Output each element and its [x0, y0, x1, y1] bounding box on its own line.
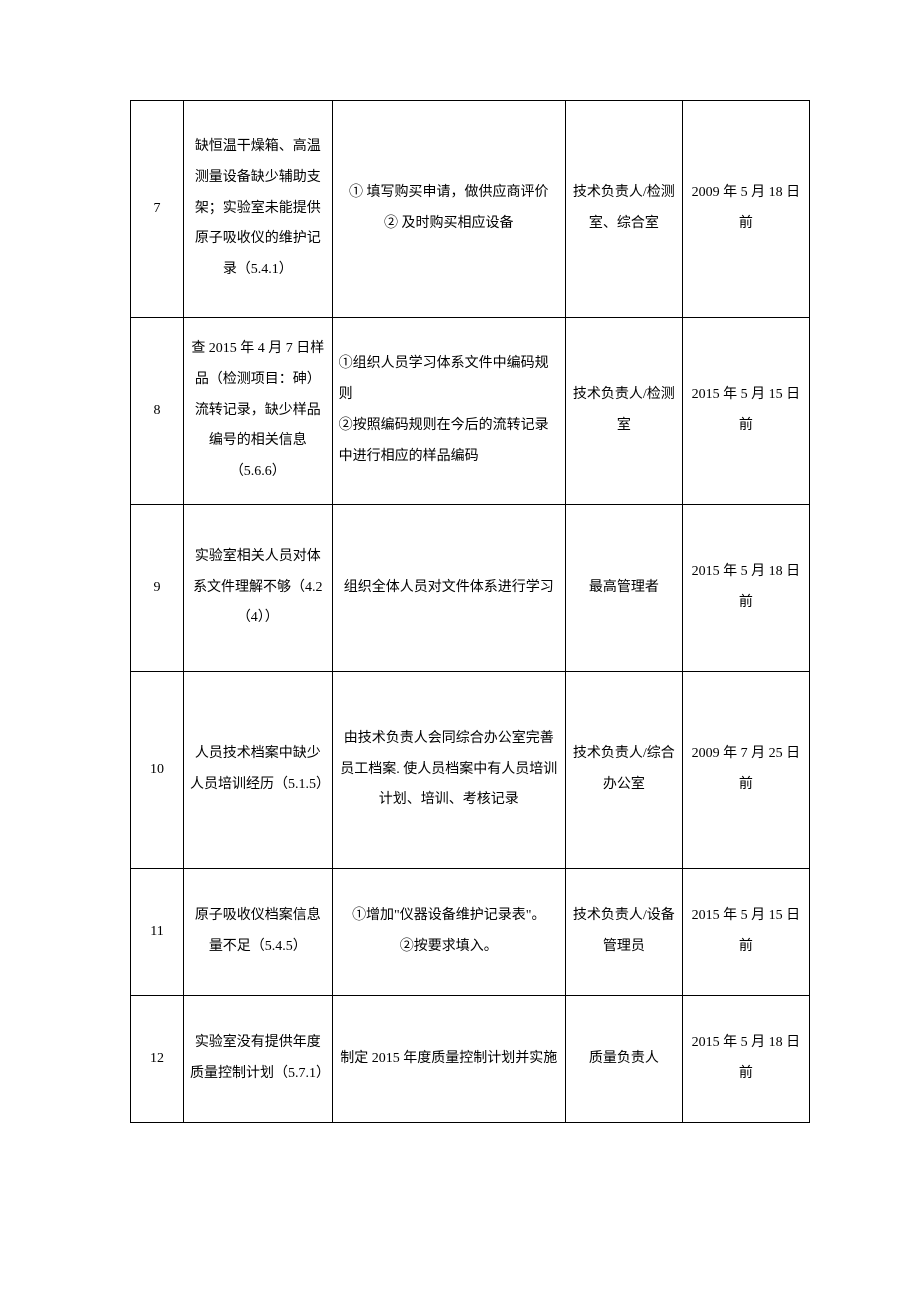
table-row: 11 原子吸收仪档案信息量不足（5.4.5） ①增加"仪器设备维护记录表"。②按… — [131, 869, 810, 996]
document-page: 7 缺恒温干燥箱、高温测量设备缺少辅助支架；实验室未能提供原子吸收仪的维护记录（… — [0, 0, 920, 1302]
cell-date: 2015 年 5 月 15 日前 — [682, 869, 809, 996]
cell-owner: 最高管理者 — [565, 505, 682, 672]
cell-owner: 技术负责人/设备管理员 — [565, 869, 682, 996]
cell-owner: 技术负责人/综合办公室 — [565, 672, 682, 869]
table-row: 7 缺恒温干燥箱、高温测量设备缺少辅助支架；实验室未能提供原子吸收仪的维护记录（… — [131, 101, 810, 318]
cell-date: 2015 年 5 月 15 日前 — [682, 318, 809, 505]
cell-action: ①增加"仪器设备维护记录表"。②按要求填入。 — [332, 869, 565, 996]
cell-issue: 缺恒温干燥箱、高温测量设备缺少辅助支架；实验室未能提供原子吸收仪的维护记录（5.… — [184, 101, 333, 318]
cell-idx: 10 — [131, 672, 184, 869]
table-row: 10 人员技术档案中缺少人员培训经历（5.1.5） 由技术负责人会同综合办公室完… — [131, 672, 810, 869]
cell-date: 2009 年 7 月 25 日前 — [682, 672, 809, 869]
cell-date: 2009 年 5 月 18 日前 — [682, 101, 809, 318]
table-row: 12 实验室没有提供年度质量控制计划（5.7.1） 制定 2015 年度质量控制… — [131, 996, 810, 1123]
cell-action: 组织全体人员对文件体系进行学习 — [332, 505, 565, 672]
cell-issue: 查 2015 年 4 月 7 日样品（检测项目：砷）流转记录，缺少样品编号的相关… — [184, 318, 333, 505]
cell-owner: 质量负责人 — [565, 996, 682, 1123]
cell-date: 2015 年 5 月 18 日前 — [682, 996, 809, 1123]
cell-action: 由技术负责人会同综合办公室完善员工档案. 使人员档案中有人员培训计划、培训、考核… — [332, 672, 565, 869]
cell-owner: 技术负责人/检测室、综合室 — [565, 101, 682, 318]
cell-issue: 实验室没有提供年度质量控制计划（5.7.1） — [184, 996, 333, 1123]
corrective-action-table: 7 缺恒温干燥箱、高温测量设备缺少辅助支架；实验室未能提供原子吸收仪的维护记录（… — [130, 100, 810, 1123]
cell-action: ① 填写购买申请，做供应商评价② 及时购买相应设备 — [332, 101, 565, 318]
table-row: 9 实验室相关人员对体系文件理解不够（4.2（4）） 组织全体人员对文件体系进行… — [131, 505, 810, 672]
cell-owner: 技术负责人/检测室 — [565, 318, 682, 505]
table-row: 8 查 2015 年 4 月 7 日样品（检测项目：砷）流转记录，缺少样品编号的… — [131, 318, 810, 505]
cell-idx: 11 — [131, 869, 184, 996]
cell-issue: 实验室相关人员对体系文件理解不够（4.2（4）） — [184, 505, 333, 672]
cell-action: ①组织人员学习体系文件中编码规则②按照编码规则在今后的流转记录中进行相应的样品编… — [332, 318, 565, 505]
cell-date: 2015 年 5 月 18 日前 — [682, 505, 809, 672]
cell-idx: 9 — [131, 505, 184, 672]
cell-idx: 8 — [131, 318, 184, 505]
cell-idx: 12 — [131, 996, 184, 1123]
cell-issue: 人员技术档案中缺少人员培训经历（5.1.5） — [184, 672, 333, 869]
cell-issue: 原子吸收仪档案信息量不足（5.4.5） — [184, 869, 333, 996]
cell-idx: 7 — [131, 101, 184, 318]
cell-action: 制定 2015 年度质量控制计划并实施 — [332, 996, 565, 1123]
